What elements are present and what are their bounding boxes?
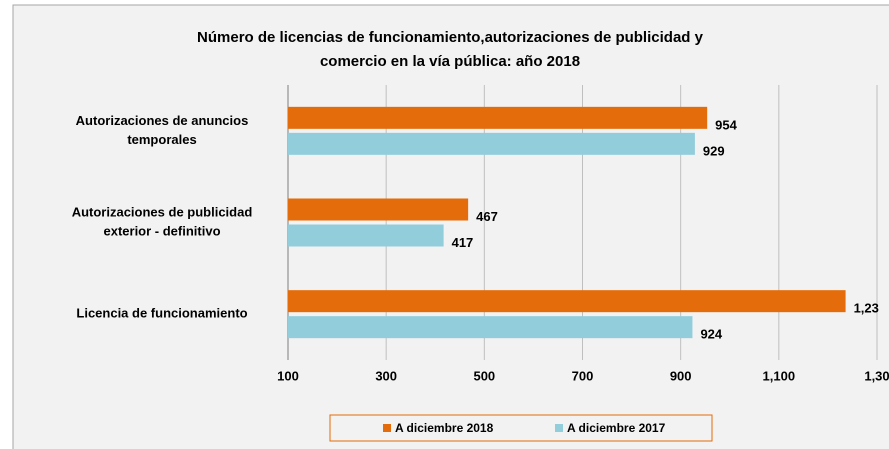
y-tick-label: Autorizaciones de publicidad: [72, 204, 253, 219]
bar: [288, 132, 695, 155]
legend-box: [329, 414, 713, 442]
data-label: 467: [476, 209, 498, 224]
x-tick-label: 500: [473, 368, 495, 383]
x-tick-label: 100: [277, 368, 299, 383]
plot-area: [288, 85, 889, 360]
bar: [288, 106, 708, 129]
legend-swatch: [383, 424, 391, 432]
bar: [288, 316, 693, 339]
y-tick-label: exterior - definitivo: [103, 223, 220, 238]
data-label: 954: [715, 117, 737, 132]
y-tick-label: temporales: [127, 132, 196, 147]
bar: [288, 198, 469, 221]
y-tick-label: Autorizaciones de anuncios: [76, 113, 249, 128]
x-tick-label: 1,30: [864, 368, 889, 383]
data-label: 1,23: [854, 301, 879, 316]
x-tick-label: 700: [572, 368, 594, 383]
data-label: 929: [703, 143, 725, 158]
legend-label: A diciembre 2018: [395, 421, 494, 435]
bar: [288, 224, 444, 247]
y-tick-label: Licencia de funcionamiento: [76, 306, 247, 321]
x-tick-label: 900: [670, 368, 692, 383]
data-label: 417: [452, 235, 474, 250]
x-tick-label: 300: [375, 368, 397, 383]
chart-title: comercio en la vía pública: año 2018: [320, 53, 580, 70]
x-tick-label: 1,100: [763, 368, 796, 383]
bar: [288, 290, 846, 313]
chart-title: Número de licencias de funcionamiento,au…: [197, 29, 704, 46]
data-label: 924: [700, 327, 722, 342]
legend-swatch: [555, 424, 563, 432]
legend-label: A diciembre 2017: [567, 421, 666, 435]
